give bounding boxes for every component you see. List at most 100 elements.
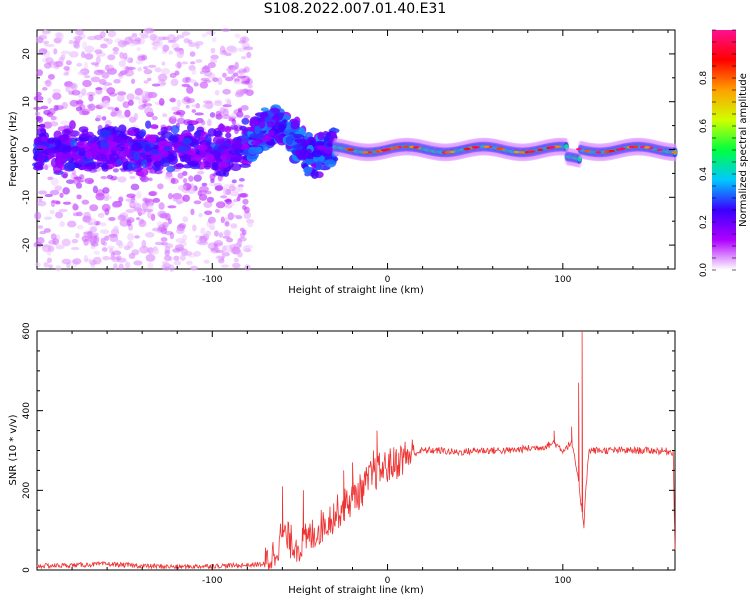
spectrogram-cell — [167, 34, 176, 42]
spectrogram-cell — [127, 72, 135, 76]
spectrogram-cell — [170, 178, 179, 185]
spectrogram-cell — [78, 126, 89, 133]
spectrogram-cell — [55, 105, 64, 111]
spectrogram-cell — [64, 145, 72, 153]
spectrogram-cell — [101, 163, 109, 170]
spectrogram-cell — [159, 157, 171, 168]
spectrogram-cell — [44, 193, 53, 198]
spectrogram-cell — [81, 88, 87, 96]
spectrogram-cell — [215, 201, 226, 209]
spectrogram-cell — [176, 34, 185, 39]
spectrogram-cell — [36, 154, 46, 163]
spectrogram-cell — [118, 196, 124, 203]
spectrogram-cell — [176, 200, 182, 205]
spectrogram-cell — [162, 113, 168, 118]
spectrogram-cell — [136, 190, 142, 199]
spectrogram-xtick-label: 0 — [385, 275, 391, 285]
spectrogram-cell — [186, 97, 195, 104]
spectrogram-cell — [38, 196, 43, 203]
spectrogram-cell — [366, 151, 373, 154]
spectrogram-cell — [41, 86, 48, 91]
spectrogram-cell — [43, 40, 50, 45]
spectrogram-cell — [249, 133, 257, 139]
spectrogram-cell — [234, 33, 241, 39]
spectrogram-cell — [193, 200, 202, 205]
spectrogram-cell — [204, 153, 215, 162]
spectrogram-cell — [323, 146, 334, 154]
spectrogram-cell — [36, 236, 45, 244]
spectrogram-cell — [111, 146, 122, 151]
spectrogram-cell — [117, 176, 127, 183]
spectrogram-cell — [148, 92, 157, 98]
spectrogram-cell — [66, 220, 77, 228]
spectrogram-cell — [101, 116, 107, 121]
colorbar-tick-label: 0.0 — [699, 263, 709, 278]
spectrogram-cell — [34, 111, 41, 117]
spectrogram-cell — [464, 147, 471, 150]
spectrogram-cell — [218, 232, 224, 238]
spectrogram-cell — [171, 106, 180, 112]
spectrogram-cell — [224, 221, 230, 227]
spectrogram-cell — [78, 147, 86, 157]
spectrogram-cell — [124, 109, 131, 118]
spectrogram-cell — [136, 217, 141, 221]
spectrogram-cell — [215, 110, 222, 118]
spectrogram-cell — [65, 60, 72, 66]
snr-ytick-label: 600 — [22, 322, 32, 339]
spectrogram-xtick-label: 100 — [554, 275, 571, 285]
spectrogram-cell — [100, 175, 108, 180]
spectrogram-cell — [84, 45, 95, 54]
spectrogram-cell — [69, 83, 76, 89]
spectrogram-cell — [529, 150, 536, 153]
spectrogram-cell — [117, 124, 127, 134]
spectrogram-cell — [113, 225, 119, 234]
spectrogram-cell — [564, 144, 569, 150]
spectrogram-cell — [186, 120, 199, 126]
spectrogram-cell — [230, 214, 239, 218]
spectrogram-cell — [225, 204, 233, 209]
spectrogram-cell — [205, 230, 211, 237]
spectrogram-cell — [40, 105, 49, 110]
spectrogram-cell — [160, 68, 171, 75]
spectrogram-cell — [134, 235, 140, 239]
spectrogram-cell — [116, 114, 126, 119]
spectrogram-cell — [151, 83, 161, 87]
spectrogram-cell — [71, 89, 81, 96]
spectrogram-cell — [118, 60, 126, 68]
spectrogram-cell — [112, 51, 119, 55]
spectrogram-cell — [45, 44, 55, 48]
colorbar-ticks: 0.0 0.2 0.4 0.6 0.8 — [699, 29, 736, 278]
spectrogram-cell — [89, 204, 99, 212]
spectrogram-cell — [102, 85, 108, 91]
spectrogram-cell — [37, 225, 44, 229]
snr-xtick-label: -100 — [202, 576, 223, 586]
spectrogram-cell — [210, 247, 216, 252]
spectrogram-cell — [179, 113, 184, 118]
spectrogram-cell — [222, 187, 227, 196]
spectrogram-cell — [239, 89, 250, 94]
spectrogram-cell — [185, 104, 190, 109]
spectrogram-cell — [81, 235, 89, 242]
spectrogram-cell — [55, 159, 64, 169]
spectrogram-cell — [49, 209, 55, 215]
spectrogram-cell — [164, 249, 170, 257]
spectrogram-cell — [92, 232, 100, 236]
spectrogram-cell — [134, 96, 141, 101]
spectrogram-cell — [133, 112, 139, 121]
spectrogram-cell — [144, 107, 154, 116]
spectrogram-cell — [187, 123, 195, 132]
spectrogram-xlabel: Height of straight line (km) — [288, 285, 424, 296]
spectrogram-cell — [36, 116, 44, 124]
spectrogram-cell — [144, 144, 151, 152]
spectrogram-cell — [217, 77, 223, 86]
spectrogram-cell — [35, 91, 42, 97]
spectrogram-cell — [76, 194, 82, 200]
spectrogram-cell — [167, 218, 172, 225]
spectrogram-cell — [214, 208, 220, 213]
spectrogram-cell — [182, 137, 192, 145]
spectrogram-cell — [237, 107, 243, 113]
spectrogram-cell — [39, 136, 49, 142]
spectrogram-cell — [81, 51, 86, 59]
spectrogram-cell — [206, 118, 212, 127]
